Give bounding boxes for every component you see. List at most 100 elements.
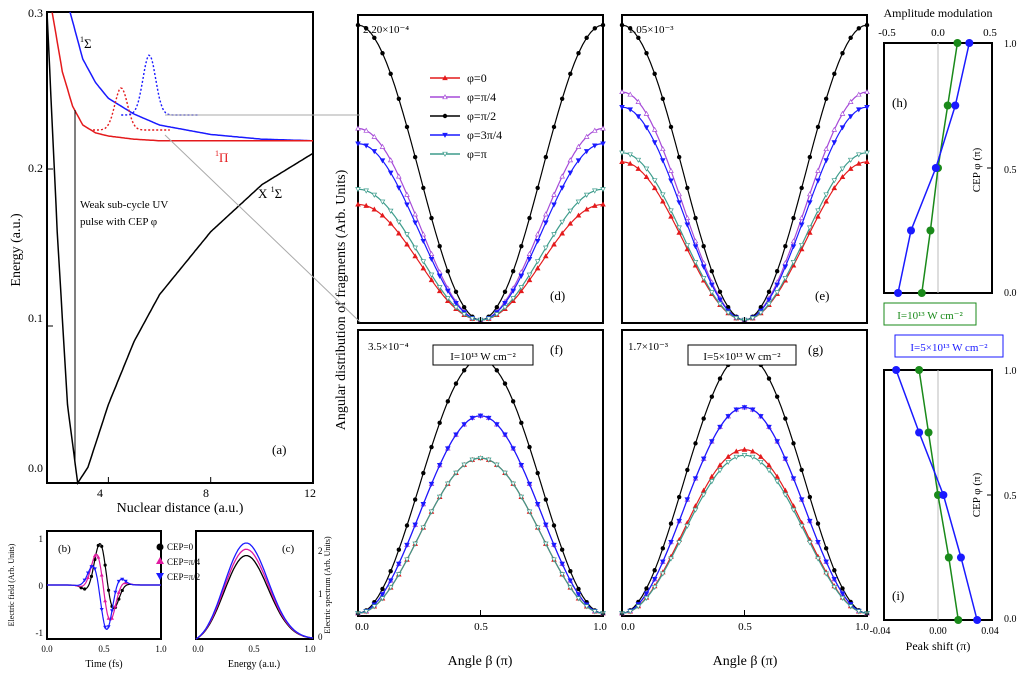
data-marker: [807, 200, 813, 206]
data-marker: [790, 507, 797, 513]
data-marker: [567, 170, 574, 176]
data-marker: [371, 192, 378, 198]
data-marker: [428, 256, 435, 262]
data-marker: [831, 185, 838, 191]
data-marker: [485, 316, 492, 322]
data-marker: [453, 289, 459, 295]
data-marker: [701, 244, 706, 249]
data-marker: [592, 609, 598, 615]
data-marker: [445, 399, 451, 404]
data-marker: [766, 376, 772, 381]
potential-curve-1: [69, 11, 313, 142]
angular-xtick: 1.0: [855, 621, 869, 633]
data-marker: [636, 35, 641, 41]
data-marker: [839, 174, 846, 180]
data-marker: [635, 157, 642, 163]
data-marker: [543, 253, 549, 259]
data-marker: [856, 107, 862, 113]
series-line-3: [621, 406, 868, 614]
data-marker: [815, 539, 821, 546]
spectrum-curve-0: [195, 554, 314, 640]
data-marker: [600, 187, 606, 193]
data-marker: [660, 96, 666, 102]
data-marker: [436, 285, 443, 291]
series-line-2: [621, 353, 868, 614]
panel-a: Energy (a.u.) Nuclear distance (a.u.) 0.…: [9, 6, 316, 516]
data-marker: [519, 244, 524, 249]
data-marker: [619, 89, 625, 95]
data-marker: [668, 521, 674, 526]
data-marker: [709, 479, 715, 485]
data-marker: [815, 521, 821, 526]
data-marker: [396, 547, 402, 552]
data-marker: [709, 473, 715, 479]
data-marker: [627, 152, 633, 158]
panel-h: Amplitude modulation -0.5 0.0 0.5 1.0 0.…: [878, 6, 1016, 299]
panel-a-xlabel: Nuclear distance (a.u.): [117, 501, 244, 516]
data-marker: [823, 571, 829, 577]
data-marker: [387, 170, 394, 176]
side-series-point: [931, 164, 940, 172]
data-marker: [766, 289, 772, 295]
panel-b-curves: [47, 543, 161, 630]
data-marker: [404, 542, 410, 548]
data-marker: [363, 609, 369, 615]
data-marker: [461, 422, 467, 428]
data-marker: [453, 381, 459, 386]
data-marker: [380, 51, 385, 56]
data-marker: [396, 219, 402, 225]
field-marker: [113, 603, 118, 608]
data-marker: [685, 467, 690, 473]
data-marker: [379, 596, 386, 602]
data-marker: [453, 305, 459, 311]
guide-line: [164, 134, 361, 323]
data-marker: [420, 231, 427, 237]
data-marker: [420, 259, 427, 265]
data-marker: [774, 479, 780, 485]
data-marker: [733, 407, 740, 413]
legend-cep0-label: CEP=0: [167, 542, 194, 552]
data-marker: [567, 578, 574, 584]
data-marker: [798, 242, 805, 249]
side-series-point: [943, 101, 952, 110]
panel-a-curves: [46, 11, 314, 486]
panel-c-ytick: 2: [318, 546, 323, 556]
field-marker: [106, 625, 111, 629]
data-marker: [567, 585, 574, 591]
data-marker: [355, 187, 361, 193]
series-line-0: [621, 448, 868, 614]
series-line-0: [621, 161, 868, 321]
panel-b-label: (b): [58, 543, 71, 555]
data-marker: [823, 96, 829, 102]
spectrum-curve-2: [195, 542, 314, 640]
panel-i-points: [892, 366, 992, 624]
data-marker: [592, 188, 598, 194]
data-marker: [526, 481, 533, 487]
data-marker: [840, 51, 845, 56]
data-marker: [387, 585, 394, 591]
data-marker: [518, 463, 525, 469]
data-marker: [684, 523, 691, 529]
data-marker: [644, 586, 649, 591]
series-line-2: [357, 358, 604, 614]
data-marker: [494, 368, 500, 373]
data-marker: [790, 244, 797, 250]
data-marker: [575, 592, 582, 598]
data-marker: [534, 525, 541, 531]
data-marker: [551, 124, 557, 130]
field-marker: [110, 609, 114, 613]
panel-a-ytick: 0.2: [28, 161, 43, 175]
panel-g-scale: 1.7×10⁻³: [628, 341, 669, 353]
data-marker: [412, 220, 418, 226]
data-marker: [559, 173, 565, 179]
data-marker: [404, 523, 410, 528]
data-marker: [864, 89, 870, 95]
data-marker: [627, 91, 633, 97]
data-marker: [807, 191, 813, 197]
data-marker: [445, 296, 451, 302]
data-marker: [832, 71, 837, 77]
field-marker: [92, 567, 97, 571]
data-marker: [856, 609, 862, 615]
field-marker: [103, 598, 108, 603]
data-marker: [559, 572, 565, 578]
